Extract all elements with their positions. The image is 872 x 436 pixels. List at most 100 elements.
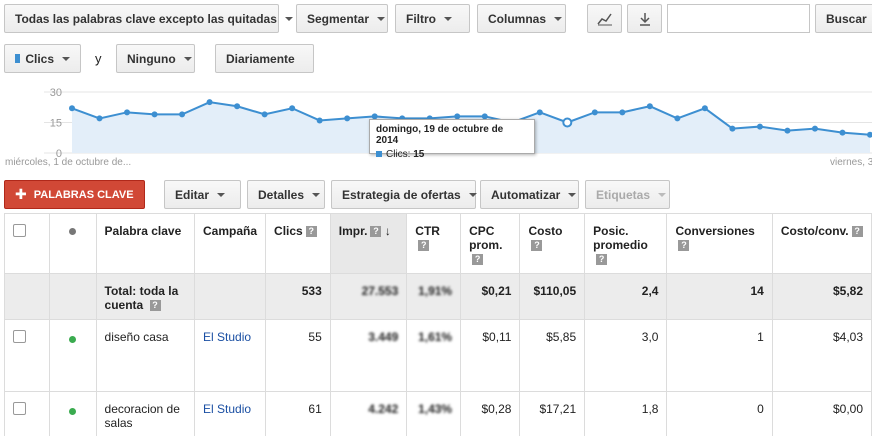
data-point xyxy=(811,125,818,132)
help-icon[interactable]: ? xyxy=(472,254,484,266)
chevron-down-icon xyxy=(62,56,70,61)
search-button[interactable]: Buscar xyxy=(815,4,872,33)
status-dot-icon xyxy=(69,228,77,235)
data-point xyxy=(289,105,296,112)
frequency-dropdown[interactable]: Diariamente xyxy=(215,44,314,73)
data-point xyxy=(867,131,872,138)
chart-tooltip: domingo, 19 de octubre de 2014 Clics: 15 xyxy=(369,119,535,160)
total-avg-pos: 2,4 xyxy=(584,273,668,320)
total-cost-conv: $5,82 xyxy=(771,273,872,320)
chevron-down-icon xyxy=(444,16,452,21)
segment-dropdown[interactable]: Segmentar xyxy=(296,4,388,33)
search-input[interactable] xyxy=(667,4,810,33)
row-impr-cell: 4.242 xyxy=(329,391,408,436)
plus-icon: ✚ xyxy=(15,186,27,202)
select-all-checkbox[interactable] xyxy=(13,224,26,237)
avg-pos-header[interactable]: Posic. promedio? xyxy=(584,213,668,274)
total-status-cell xyxy=(49,273,97,320)
edit-dropdown[interactable]: Editar xyxy=(164,180,241,209)
ctr-header[interactable]: CTR? xyxy=(406,213,462,274)
help-icon[interactable]: ? xyxy=(531,240,543,252)
metric-conjunction: y xyxy=(95,51,102,66)
filter-scope-dropdown[interactable]: Todas las palabras clave excepto las qui… xyxy=(4,4,293,33)
series-line xyxy=(71,101,871,136)
filter-dropdown[interactable]: Filtro xyxy=(395,4,470,33)
total-impr-cell: 27.553 xyxy=(329,273,408,320)
row-check-cell[interactable] xyxy=(4,319,50,392)
automate-dropdown[interactable]: Automatizar xyxy=(480,180,579,209)
table-row[interactable]: diseño casa El Studio 55 3.449 1,61% $0,… xyxy=(4,319,872,392)
conversions-header[interactable]: Conversiones? xyxy=(666,213,773,274)
chevron-down-icon xyxy=(284,16,293,21)
y-tick-label: 15 xyxy=(50,118,62,130)
status-header xyxy=(49,213,97,274)
campaign-header[interactable]: Campaña xyxy=(194,213,267,274)
total-campaign-cell xyxy=(194,273,267,320)
labels-label: Etiquetas xyxy=(596,187,651,202)
help-icon[interactable]: ? xyxy=(418,240,430,252)
row-keyword[interactable]: diseño casa xyxy=(95,319,196,392)
help-icon[interactable]: ? xyxy=(596,254,608,266)
tooltip-value: 15 xyxy=(413,149,425,160)
row-status-cell xyxy=(49,391,97,436)
download-button[interactable] xyxy=(627,4,662,33)
row-avg-cpc: $0,11 xyxy=(460,319,521,392)
add-keywords-button[interactable]: ✚ PALABRAS CLAVE xyxy=(4,180,145,209)
row-conversions: 0 xyxy=(666,391,773,436)
metric2-label: Ninguno xyxy=(127,51,176,66)
enabled-status-icon xyxy=(69,408,77,415)
metric2-dropdown[interactable]: Ninguno xyxy=(116,44,195,73)
keyword-header-label: Palabra clave xyxy=(104,224,182,238)
impr-header[interactable]: Impr.? ↓ xyxy=(329,213,408,274)
row-keyword[interactable]: decoracion de salas xyxy=(95,391,196,436)
tooltip-label: Clics: xyxy=(386,149,411,160)
keyword-header[interactable]: Palabra clave xyxy=(95,213,196,274)
tooltip-title: domingo, 19 de octubre de 2014 xyxy=(376,124,504,146)
columns-dropdown[interactable]: Columnas xyxy=(477,4,566,33)
toggle-chart-button[interactable] xyxy=(587,4,622,33)
row-impr-cell: 3.449 xyxy=(329,319,408,392)
series-color-swatch xyxy=(15,54,21,63)
help-icon[interactable]: ? xyxy=(149,300,161,312)
data-point xyxy=(619,109,626,116)
row-conversions: 1 xyxy=(666,319,773,392)
data-point xyxy=(562,117,573,128)
search-button-label: Buscar xyxy=(826,11,867,26)
avg-cpc-header[interactable]: CPC prom. ? xyxy=(460,213,521,274)
details-dropdown[interactable]: Detalles xyxy=(247,180,325,209)
chevron-down-icon xyxy=(217,192,226,197)
help-icon[interactable]: ? xyxy=(678,240,690,252)
help-icon[interactable]: ? xyxy=(370,226,382,238)
total-label: Total: toda la cuenta xyxy=(104,284,179,312)
row-ctr-cell: 1,43% xyxy=(406,391,462,436)
help-icon[interactable]: ? xyxy=(851,226,863,238)
row-campaign-cell: El Studio xyxy=(194,391,267,436)
select-all-cell[interactable] xyxy=(4,213,50,274)
total-ctr: 1,91% xyxy=(418,284,453,298)
bid-strategy-dropdown[interactable]: Estrategia de ofertas xyxy=(331,180,477,209)
total-conversions: 14 xyxy=(666,273,773,320)
data-point xyxy=(206,99,213,106)
help-icon[interactable]: ? xyxy=(305,226,317,238)
data-point xyxy=(454,113,461,120)
cost-conv-header[interactable]: Costo/conv.? xyxy=(771,213,872,274)
total-avg-cpc: $0,21 xyxy=(460,273,521,320)
chevron-down-icon xyxy=(183,56,192,61)
enabled-status-icon xyxy=(69,336,77,343)
cost-header[interactable]: Costo? xyxy=(519,213,586,274)
labels-dropdown[interactable]: Etiquetas xyxy=(585,180,670,209)
row-check-cell[interactable] xyxy=(4,391,50,436)
metric1-dropdown[interactable]: Clics xyxy=(4,44,81,73)
row-campaign-link[interactable]: El Studio xyxy=(203,330,252,344)
total-check-cell xyxy=(4,273,50,320)
table-row[interactable]: decoracion de salas El Studio 61 4.242 1… xyxy=(4,391,872,436)
bid-strategy-label: Estrategia de ofertas xyxy=(342,187,461,202)
total-row: Total: toda la cuenta ? 533 27.553 1,91%… xyxy=(4,273,872,320)
row-checkbox[interactable] xyxy=(13,402,26,415)
keywords-table: Palabra clave Campaña Clics? Impr.? ↓ CT… xyxy=(4,213,872,436)
row-checkbox[interactable] xyxy=(13,330,26,343)
chevron-down-icon xyxy=(568,192,577,197)
clicks-header[interactable]: Clics? xyxy=(265,213,331,274)
edit-label: Editar xyxy=(175,187,210,202)
row-campaign-link[interactable]: El Studio xyxy=(203,402,252,416)
